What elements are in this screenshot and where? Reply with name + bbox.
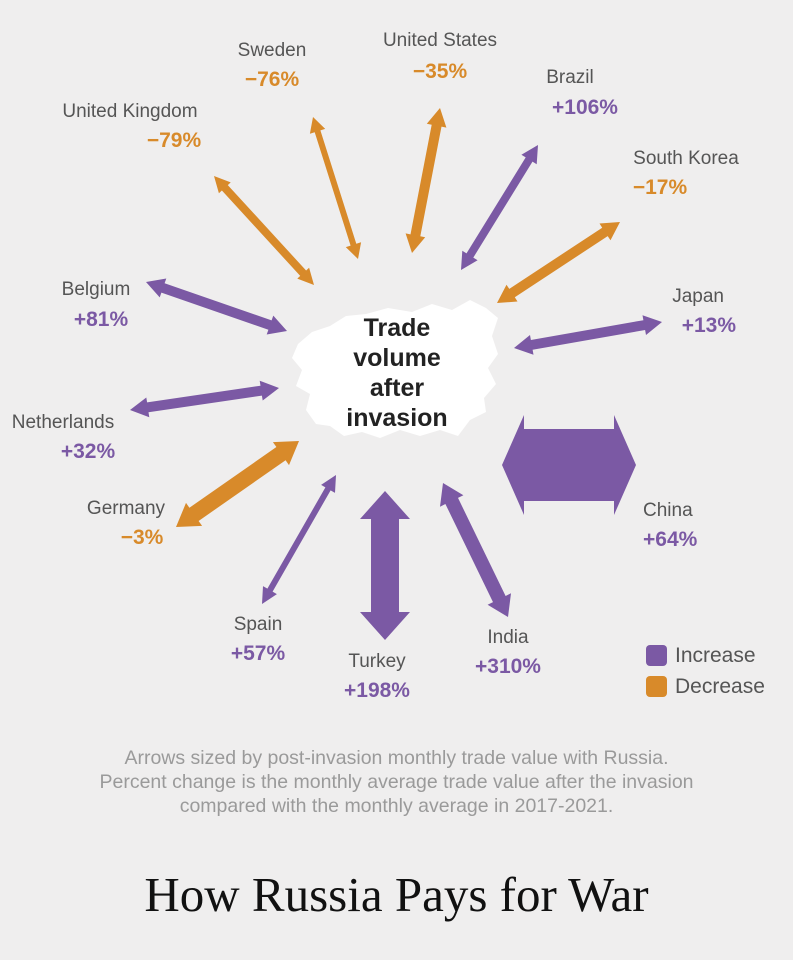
- percent-label-sweden: −76%: [245, 68, 300, 91]
- country-label-india: India: [487, 627, 529, 648]
- arrow-japan: [514, 315, 662, 355]
- legend: Increase Decrease: [646, 640, 765, 702]
- country-label-belgium: Belgium: [62, 279, 131, 300]
- legend-label-increase: Increase: [675, 643, 756, 667]
- country-label-south-korea: South Korea: [633, 148, 739, 169]
- legend-item-decrease: Decrease: [646, 671, 765, 702]
- arrow-india: [440, 483, 511, 617]
- arrow-united-kingdom: [214, 176, 314, 285]
- percent-label-netherlands: +32%: [61, 440, 116, 463]
- percent-label-india: +310%: [475, 655, 541, 678]
- center-label-line-1: Trade: [364, 314, 431, 342]
- percent-label-germany: −3%: [121, 526, 164, 549]
- country-label-germany: Germany: [87, 498, 166, 519]
- decrease-swatch: [646, 676, 667, 697]
- arrow-brazil: [461, 145, 538, 270]
- note-line-2: Percent change is the monthly average tr…: [99, 771, 694, 793]
- center-label-line-2: volume: [353, 344, 441, 372]
- country-label-sweden: Sweden: [238, 40, 307, 61]
- radial-arrow-chart: United States −35% Brazil +106% South Korea −…: [12, 30, 739, 702]
- country-label-turkey: Turkey: [348, 651, 406, 672]
- arrow-germany: [176, 441, 299, 527]
- note-line-3: compared with the monthly average in 201…: [179, 795, 614, 817]
- percent-label-turkey: +198%: [344, 679, 410, 702]
- arrow-belgium: [146, 278, 287, 335]
- percent-label-south-korea: −17%: [633, 176, 688, 199]
- country-label-united-states: United States: [383, 30, 497, 51]
- arrow-united-states: [405, 108, 447, 253]
- country-label-brazil: Brazil: [546, 67, 594, 88]
- percent-label-china: +64%: [643, 528, 698, 551]
- country-label-japan: Japan: [672, 286, 724, 307]
- arrow-china: [502, 415, 636, 515]
- arrow-layer: [130, 108, 662, 640]
- percent-label-united-states: −35%: [413, 60, 468, 83]
- arrow-south-korea: [497, 222, 620, 303]
- percent-label-belgium: +81%: [74, 308, 129, 331]
- country-label-spain: Spain: [234, 614, 283, 635]
- arrow-netherlands: [130, 380, 279, 418]
- headline: How Russia Pays for War: [144, 867, 649, 922]
- note-line-1: Arrows sized by post-invasion monthly tr…: [124, 747, 669, 769]
- center-label-line-3: after: [370, 374, 424, 402]
- percent-label-united-kingdom: −79%: [147, 129, 202, 152]
- center-label-line-4: invasion: [346, 404, 447, 432]
- arrow-sweden: [309, 117, 362, 259]
- increase-swatch: [646, 645, 667, 666]
- percent-label-japan: +13%: [682, 314, 737, 337]
- legend-label-decrease: Decrease: [675, 674, 765, 698]
- country-label-united-kingdom: United Kingdom: [62, 101, 197, 122]
- country-label-netherlands: Netherlands: [12, 412, 114, 433]
- legend-item-increase: Increase: [646, 640, 765, 671]
- russia-map-silhouette: [292, 300, 498, 438]
- percent-label-spain: +57%: [231, 642, 286, 665]
- label-layer: United States −35% Brazil +106% South Korea −…: [12, 30, 739, 702]
- arrow-spain: [262, 475, 336, 604]
- percent-label-brazil: +106%: [552, 96, 618, 119]
- country-label-china: China: [643, 500, 693, 521]
- arrow-turkey: [360, 491, 410, 640]
- chart-note: Arrows sized by post-invasion monthly tr…: [20, 746, 773, 818]
